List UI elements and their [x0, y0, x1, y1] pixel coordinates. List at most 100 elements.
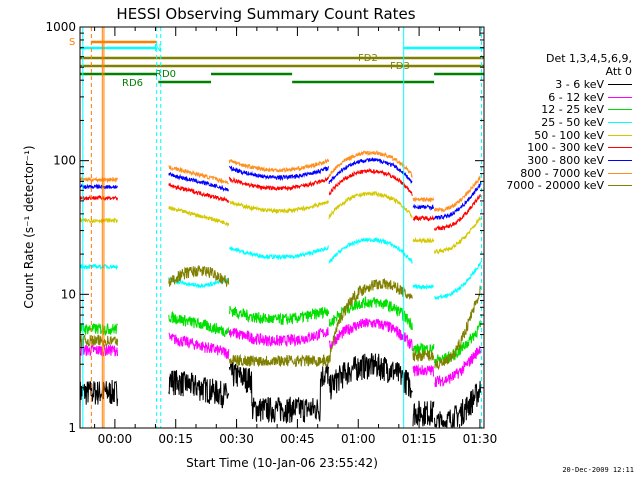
legend-swatch	[608, 159, 632, 161]
series-line	[328, 157, 413, 185]
series-line	[168, 165, 229, 185]
series-line	[412, 203, 435, 212]
series-line	[168, 370, 230, 409]
series-line	[228, 158, 330, 174]
series-line	[434, 261, 481, 300]
legend: Det 1,3,4,5,6,9, Att 0 3 - 6 keV 6 - 12 k…	[482, 52, 632, 192]
series-line	[79, 263, 119, 271]
series-line	[328, 149, 413, 179]
series-line	[434, 175, 481, 214]
series-line	[228, 176, 330, 192]
legend-label: 800 - 7000 keV	[520, 166, 604, 180]
series-line	[228, 305, 330, 325]
series-line	[328, 278, 413, 363]
series-line	[79, 217, 118, 224]
legend-item: 7000 - 20000 keV	[482, 179, 632, 193]
y-tick-label: 1	[68, 421, 76, 435]
series-line	[229, 200, 330, 215]
flag-label: N	[154, 43, 161, 54]
series-line	[434, 380, 481, 429]
series-line	[434, 319, 481, 366]
y-axis-label: Count Rate (s⁻¹ detector⁻¹)	[22, 145, 36, 308]
y-tick-label: 1000	[45, 20, 76, 34]
legend-swatch	[608, 147, 632, 149]
timestamp: 20-Dec-2009 12:11	[562, 466, 634, 474]
series-line	[328, 236, 413, 264]
series-line	[168, 265, 230, 288]
series-line	[228, 165, 330, 182]
series-line	[412, 196, 435, 203]
legend-item: 3 - 6 keV	[482, 78, 632, 91]
series-line	[168, 332, 230, 360]
flag-label: RD6	[122, 78, 143, 89]
legend-label: 6 - 12 keV	[548, 90, 604, 104]
legend-header-detectors: Det 1,3,4,5,6,9,	[545, 52, 632, 65]
series-line	[168, 277, 230, 289]
series-line	[434, 193, 481, 231]
x-tick-label: 00:45	[280, 432, 315, 446]
series-line	[168, 205, 230, 228]
series-line	[328, 167, 413, 196]
flag-label: S	[69, 37, 75, 48]
legend-item: 6 - 12 keV	[482, 91, 632, 104]
series-line	[412, 214, 435, 222]
series-line	[434, 217, 481, 255]
series-line	[328, 190, 413, 220]
series-line	[434, 285, 481, 371]
legend-header-attenuator: Att 0	[605, 65, 632, 78]
series-line	[434, 345, 481, 388]
legend-swatch	[608, 109, 632, 111]
legend-label: 7000 - 20000 keV	[506, 179, 604, 193]
x-tick-label: 01:30	[463, 432, 498, 446]
x-tick-label: 01:00	[341, 432, 376, 446]
legend-swatch	[608, 185, 632, 187]
legend-label: 300 - 800 keV	[527, 153, 604, 167]
series-line	[328, 318, 413, 352]
series-line	[168, 171, 229, 193]
series-line	[79, 344, 119, 357]
series-line	[328, 352, 413, 400]
legend-item: 50 - 100 keV	[482, 129, 632, 142]
series-line	[412, 363, 435, 378]
series-line	[168, 311, 230, 338]
series-line	[79, 379, 119, 407]
series-line	[229, 245, 329, 261]
x-tick-label: 00:15	[158, 432, 193, 446]
legend-label: 12 - 25 keV	[541, 103, 604, 117]
series-line	[79, 322, 118, 337]
series-line	[79, 183, 118, 190]
legend-swatch	[608, 83, 632, 85]
series-line	[328, 296, 413, 331]
x-tick-label: 00:00	[98, 432, 133, 446]
legend-label: 25 - 50 keV	[541, 115, 604, 129]
flag-label: RD0	[155, 69, 176, 80]
legend-label: 50 - 100 keV	[534, 128, 604, 142]
legend-swatch	[608, 172, 632, 174]
legend-label: 3 - 6 keV	[555, 77, 604, 91]
series-line	[434, 182, 481, 220]
series-line	[412, 236, 435, 244]
y-tick-label: 10	[61, 287, 76, 301]
legend-swatch	[608, 134, 632, 136]
legend-item: 300 - 800 keV	[482, 154, 632, 167]
legend-swatch	[608, 121, 632, 123]
axes-layer: 00:00 00:15 00:30 00:45 01:00 01:15 01:30 1 10 10…	[45, 20, 497, 446]
series-line	[412, 283, 435, 291]
legend-item: 100 - 300 keV	[482, 141, 632, 154]
flag-label: FD2	[358, 53, 378, 64]
legend-item: 800 - 7000 keV	[482, 167, 632, 180]
legend-item: 12 - 25 keV	[482, 103, 632, 116]
series-line	[412, 349, 435, 362]
series-line	[228, 327, 329, 348]
plot-frame	[79, 26, 485, 429]
x-tick-label: 00:30	[219, 432, 254, 446]
series-line	[168, 182, 229, 204]
x-tick-label: 01:15	[402, 432, 437, 446]
flag-label: FD3	[390, 61, 410, 72]
data-layer	[79, 149, 481, 429]
legend-item: 25 - 50 keV	[482, 116, 632, 129]
legend-label: 100 - 300 keV	[527, 141, 604, 155]
legend-swatch	[608, 96, 632, 98]
series-line	[79, 194, 119, 201]
